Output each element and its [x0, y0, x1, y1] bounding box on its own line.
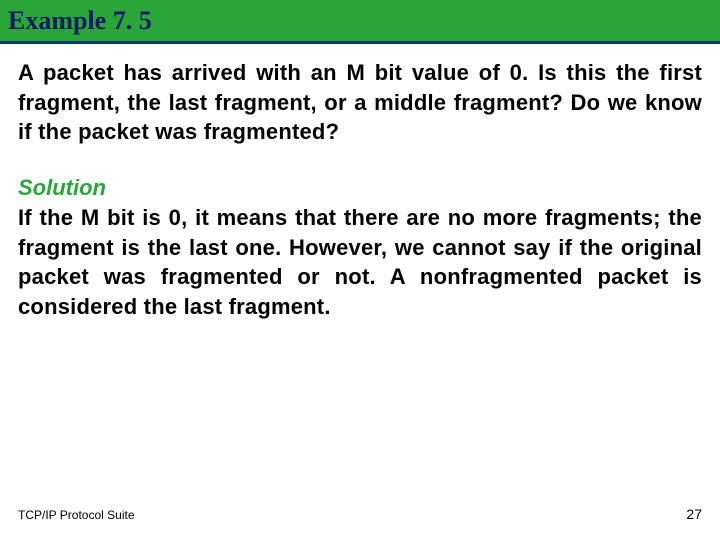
slide-title: Example 7. 5 — [8, 6, 152, 36]
page-number: 27 — [686, 506, 702, 522]
footer-source: TCP/IP Protocol Suite — [18, 508, 135, 522]
slide-header: Example 7. 5 — [0, 0, 720, 44]
solution-label: Solution — [18, 175, 702, 201]
slide-footer: TCP/IP Protocol Suite 27 — [18, 506, 702, 522]
solution-text: If the M bit is 0, it means that there a… — [18, 203, 702, 322]
slide-content: A packet has arrived with an M bit value… — [0, 44, 720, 322]
question-text: A packet has arrived with an M bit value… — [18, 58, 702, 147]
